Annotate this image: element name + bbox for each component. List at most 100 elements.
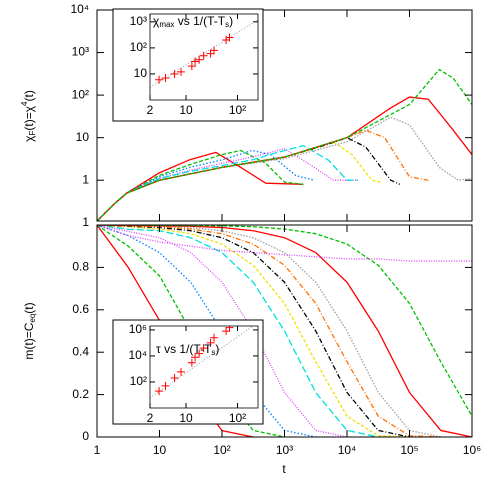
inset-x-tick-label: 2	[147, 103, 154, 117]
series-line	[97, 141, 382, 221]
title-part: τ vs 1/(T-T	[156, 342, 212, 356]
series-line	[97, 225, 410, 437]
title-part: )	[229, 14, 233, 28]
series-line	[97, 129, 429, 221]
series-line	[97, 149, 304, 221]
label-sub: eq	[28, 314, 37, 323]
inset-y-tick-label: 10⁶	[129, 322, 147, 336]
x-tick-label: 10⁵	[400, 443, 418, 457]
label-part: χ	[22, 135, 36, 142]
x-tick-label: 10²	[213, 443, 230, 457]
label-sup: 4	[20, 101, 29, 106]
x-tick-label: 1	[94, 443, 101, 457]
y-tick-label: 10³	[72, 45, 89, 59]
point	[177, 367, 186, 376]
point	[225, 33, 234, 42]
y-tick-label: 10²	[72, 87, 89, 101]
y-tick-label: 1	[82, 172, 89, 186]
inset-marks	[150, 19, 258, 88]
point	[161, 381, 170, 390]
title-part: χ	[153, 14, 160, 28]
point	[210, 333, 219, 342]
x-axis-label: t	[282, 462, 286, 476]
inset-title: τ vs 1/(T-Ts)	[156, 342, 219, 357]
title-part: )	[215, 342, 219, 356]
series-line	[97, 225, 472, 262]
point	[170, 374, 179, 383]
y-tick-label: 0.6	[72, 302, 89, 316]
label-sub: F	[28, 131, 37, 136]
series-line	[97, 116, 472, 221]
point	[191, 57, 200, 66]
y-tick-label: 0.8	[72, 260, 89, 274]
y-tick-label: 10⁴	[70, 2, 89, 16]
title-part: vs 1/(T-T	[174, 14, 225, 28]
series-line	[97, 137, 401, 221]
x-tick-label: 10	[153, 443, 167, 457]
point	[191, 353, 200, 362]
series-line	[97, 225, 379, 437]
point	[187, 358, 196, 367]
point	[199, 344, 208, 353]
title-sub: s	[225, 20, 229, 29]
inset-x-tick-label: 2	[147, 411, 154, 425]
x-tick-label: 10⁴	[338, 443, 357, 457]
series-line	[97, 68, 472, 221]
point	[225, 326, 234, 332]
bottom-inset: 10² 10⁴ 10⁶ 2 10 10²	[112, 319, 264, 425]
y-tick-label: 0	[82, 429, 89, 443]
inset-y-tick-label: 10³	[130, 14, 147, 28]
label-part: (t)	[22, 90, 36, 101]
y-tick-label: 1	[82, 215, 89, 229]
y-axis-label: χF(t)=χ4(t)	[20, 90, 37, 142]
inset-y-tick-label: 10²	[130, 374, 147, 388]
point	[177, 67, 186, 76]
label-part: (t)=χ	[22, 105, 36, 130]
series-line	[97, 148, 359, 221]
inset-frame	[149, 325, 259, 409]
point	[155, 387, 164, 396]
series-line	[97, 149, 315, 221]
y-tick-label: 0.4	[72, 344, 89, 358]
inset-x-tick-label: 10	[179, 411, 193, 425]
point	[187, 62, 196, 71]
inset-y-tick-label: 10²	[130, 40, 147, 54]
series-line	[97, 151, 304, 221]
point	[206, 338, 215, 347]
title-sub: s	[211, 348, 215, 357]
x-tick-label: 10³	[276, 443, 293, 457]
label-part: (t)	[22, 302, 36, 313]
point	[170, 69, 179, 78]
inset-y-tick-label: 10	[134, 66, 148, 80]
series-line	[97, 144, 359, 221]
inset-x-tick-label: 10²	[229, 103, 246, 117]
inset-x-tick-label: 10	[179, 103, 193, 117]
series-line	[97, 225, 316, 437]
inset-title: χmax vs 1/(T-Ts)	[153, 14, 233, 29]
label-part: m(t)=C	[22, 322, 36, 359]
y-tick-label: 0.2	[72, 387, 89, 401]
series-line	[97, 225, 410, 437]
inset-y-tick-label: 10⁴	[128, 348, 147, 362]
y-tick-label: 10	[76, 130, 90, 144]
inset-x-tick-label: 10²	[229, 411, 246, 425]
top-panel: 1 10 10² 10³ 10⁴	[70, 2, 473, 222]
point	[206, 49, 215, 58]
inset-marks	[150, 326, 254, 399]
inset-background	[112, 8, 264, 122]
point	[195, 349, 204, 358]
point	[199, 51, 208, 60]
point	[210, 46, 219, 55]
point	[155, 75, 164, 84]
top-inset: 10 10² 10³ 2 10 10²	[112, 8, 264, 122]
x-tick-label: 10⁶	[463, 443, 481, 457]
point	[222, 327, 231, 336]
inset-frame	[149, 13, 259, 101]
point	[161, 73, 170, 82]
y-axis-label: m(t)=Ceq(t)	[22, 302, 37, 359]
plot-lines	[97, 68, 472, 221]
point	[195, 55, 204, 64]
series-line	[97, 225, 348, 437]
title-sub: max	[159, 20, 174, 29]
